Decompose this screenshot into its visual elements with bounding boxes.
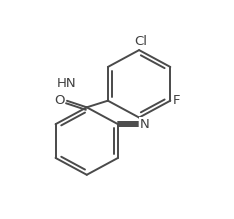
- Text: O: O: [55, 94, 65, 107]
- Text: Cl: Cl: [134, 35, 147, 48]
- Text: F: F: [173, 94, 181, 107]
- Text: HN: HN: [57, 77, 77, 90]
- Text: N: N: [140, 118, 149, 131]
